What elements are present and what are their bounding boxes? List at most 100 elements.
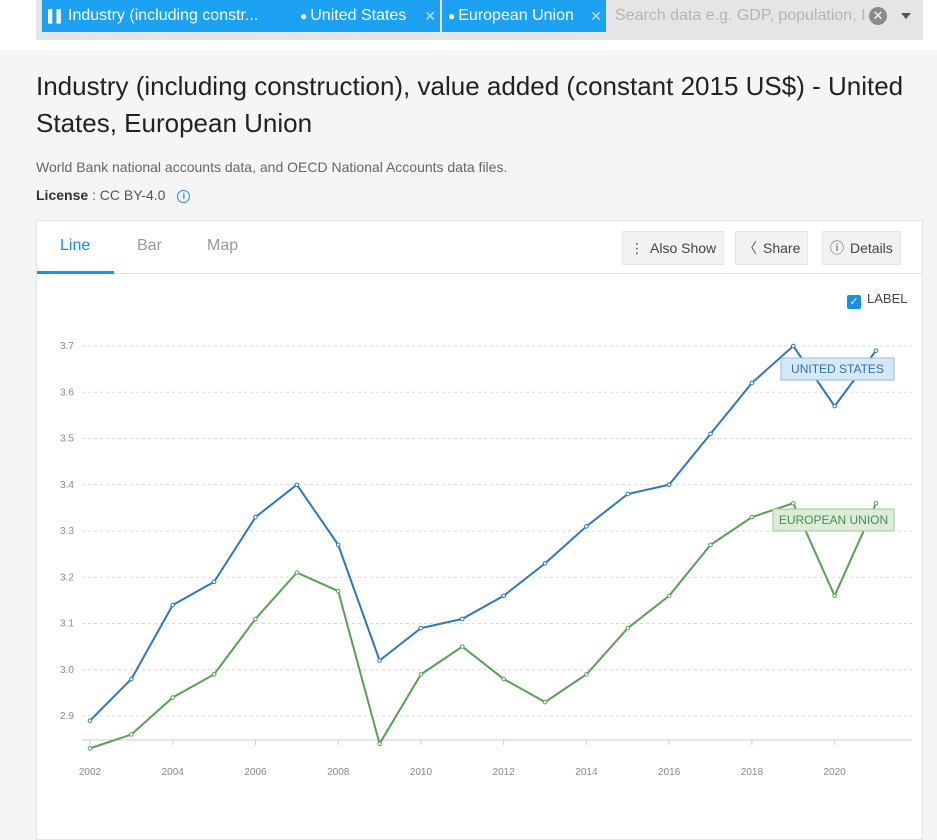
license-value: : CC BY-4.0: [92, 187, 166, 203]
data-point-united-states: [211, 579, 217, 585]
data-point-european-union: [873, 500, 879, 506]
info-icon: ⓘ: [830, 240, 844, 256]
data-point-european-union: [170, 695, 176, 700]
y-tick-label: 3.3: [60, 526, 74, 537]
data-point-united-states: [790, 343, 796, 349]
share-label: Share: [763, 240, 801, 256]
close-icon[interactable]: ✕: [424, 8, 436, 24]
label-toggle-text: LABEL: [867, 291, 908, 306]
data-point-united-states: [542, 561, 548, 566]
y-tick-label: 3.4: [60, 480, 74, 491]
details-label: Details: [850, 240, 893, 256]
also-show-button[interactable]: ⋮ Also Show: [622, 231, 725, 265]
chart-tabs: Line Bar Map ⋮ Also Show 〈 Share ⓘ Details: [37, 221, 922, 274]
data-point-european-union: [377, 741, 382, 747]
x-tick-label: 2016: [658, 767, 681, 778]
data-point-united-states: [584, 524, 589, 529]
more-vertical-icon: ⋮: [630, 240, 644, 256]
chip-indicator[interactable]: ▌▌Industry (including constr... ✕: [42, 0, 324, 32]
share-icon: 〈: [743, 240, 757, 256]
chip-european-union[interactable]: ● European Union ✕: [442, 0, 606, 32]
x-tick-label: 2020: [824, 767, 847, 778]
line-chart: 2.9 3.0 3.1 3.2 3.3 3.4 3.5 3.6 3.7 2002 2004 2006 2…: [60, 341, 912, 778]
data-point-european-union: [790, 500, 796, 506]
data-point-united-states: [873, 348, 879, 353]
x-tick-label: 2012: [493, 767, 516, 778]
data-point-european-union: [460, 644, 465, 649]
bar-chart-icon: ▌▌: [48, 9, 66, 23]
search-box[interactable]: ▌▌Industry (including constr... ✕ ●Unite…: [36, 0, 923, 40]
close-icon[interactable]: ✕: [590, 8, 602, 24]
tab-bar[interactable]: Bar: [137, 237, 162, 254]
tab-line[interactable]: Line: [60, 237, 91, 254]
info-icon[interactable]: i: [177, 190, 191, 203]
data-point-united-states: [87, 718, 93, 723]
data-point-united-states: [666, 482, 672, 488]
location-pin-icon: ●: [300, 9, 308, 23]
share-button[interactable]: 〈 Share: [735, 231, 809, 265]
label-toggle[interactable]: ✓ LABEL: [847, 291, 907, 309]
y-tick-label: 2.9: [60, 711, 74, 722]
data-point-united-states: [625, 491, 631, 497]
checkbox-checked-icon[interactable]: ✓: [847, 295, 861, 309]
data-point-united-states: [418, 625, 424, 631]
y-tick-label: 3.6: [60, 387, 74, 398]
chip-indicator-label: Industry (including constr...: [68, 7, 259, 24]
data-point-european-union: [211, 672, 217, 677]
data-point-european-union: [666, 593, 672, 599]
data-point-united-states: [749, 380, 755, 386]
data-point-united-states: [460, 616, 465, 622]
x-tick-label: 2006: [244, 767, 267, 778]
license-label: License: [36, 187, 89, 203]
series-label-european-union: EUROPEAN UNION: [779, 513, 888, 527]
chevron-down-icon[interactable]: [901, 13, 911, 19]
data-point-united-states: [170, 602, 176, 608]
x-tick-label: 2014: [575, 767, 598, 778]
y-tick-label: 3.1: [60, 619, 74, 630]
y-tick-label: 3.0: [60, 665, 74, 676]
x-tick-label: 2002: [79, 767, 102, 778]
data-point-european-union: [542, 699, 548, 705]
y-tick-label: 3.2: [60, 572, 74, 583]
x-tick-label: 2008: [327, 767, 350, 778]
data-point-united-states: [501, 593, 506, 599]
top-bar: ▌▌Industry (including constr... ✕ ●Unite…: [0, 0, 937, 50]
clear-icon[interactable]: ✕: [869, 7, 887, 25]
data-point-united-states: [708, 431, 713, 437]
data-point-united-states: [335, 542, 341, 548]
data-point-european-union: [253, 616, 258, 622]
series-line-european-union: [89, 502, 877, 750]
data-point-european-union: [129, 732, 134, 737]
data-point-european-union: [87, 746, 93, 751]
tab-map[interactable]: Map: [207, 237, 239, 254]
data-point-european-union: [708, 542, 713, 548]
series-label-united-states: UNITED STATES: [791, 362, 884, 376]
series-label-box-united-states: [780, 357, 895, 381]
data-point-european-union: [418, 672, 424, 677]
y-tick-label: 3.5: [60, 434, 74, 445]
series-label-box-european-union: [772, 508, 895, 532]
data-point-european-union: [832, 593, 837, 599]
data-point-united-states: [253, 514, 258, 520]
y-tick-label: 3.7: [60, 341, 74, 352]
search-input[interactable]: Search data e.g. GDP, population, I: [615, 7, 866, 24]
license: License : CC BY-4.0 i: [36, 187, 191, 203]
active-tab-indicator: [37, 271, 114, 274]
data-source: World Bank national accounts data, and O…: [36, 159, 508, 175]
data-point-european-union: [294, 570, 300, 575]
details-button[interactable]: ⓘ Details: [822, 231, 901, 265]
x-tick-label: 2004: [162, 767, 185, 778]
chip-united-states[interactable]: ● United States ✕: [294, 0, 440, 32]
chip-european-union-label: European Union: [458, 7, 574, 24]
data-point-european-union: [335, 588, 341, 594]
x-tick-label: 2018: [741, 767, 764, 778]
data-point-united-states: [129, 676, 134, 682]
data-point-european-union: [749, 514, 755, 520]
data-point-european-union: [501, 676, 506, 682]
series-line-united-states: [89, 344, 877, 722]
location-pin-icon: ●: [448, 9, 456, 23]
chip-united-states-label: United States: [310, 7, 407, 24]
x-tick-label: 2010: [410, 767, 433, 778]
data-point-united-states: [294, 482, 300, 488]
data-point-united-states: [377, 658, 382, 663]
